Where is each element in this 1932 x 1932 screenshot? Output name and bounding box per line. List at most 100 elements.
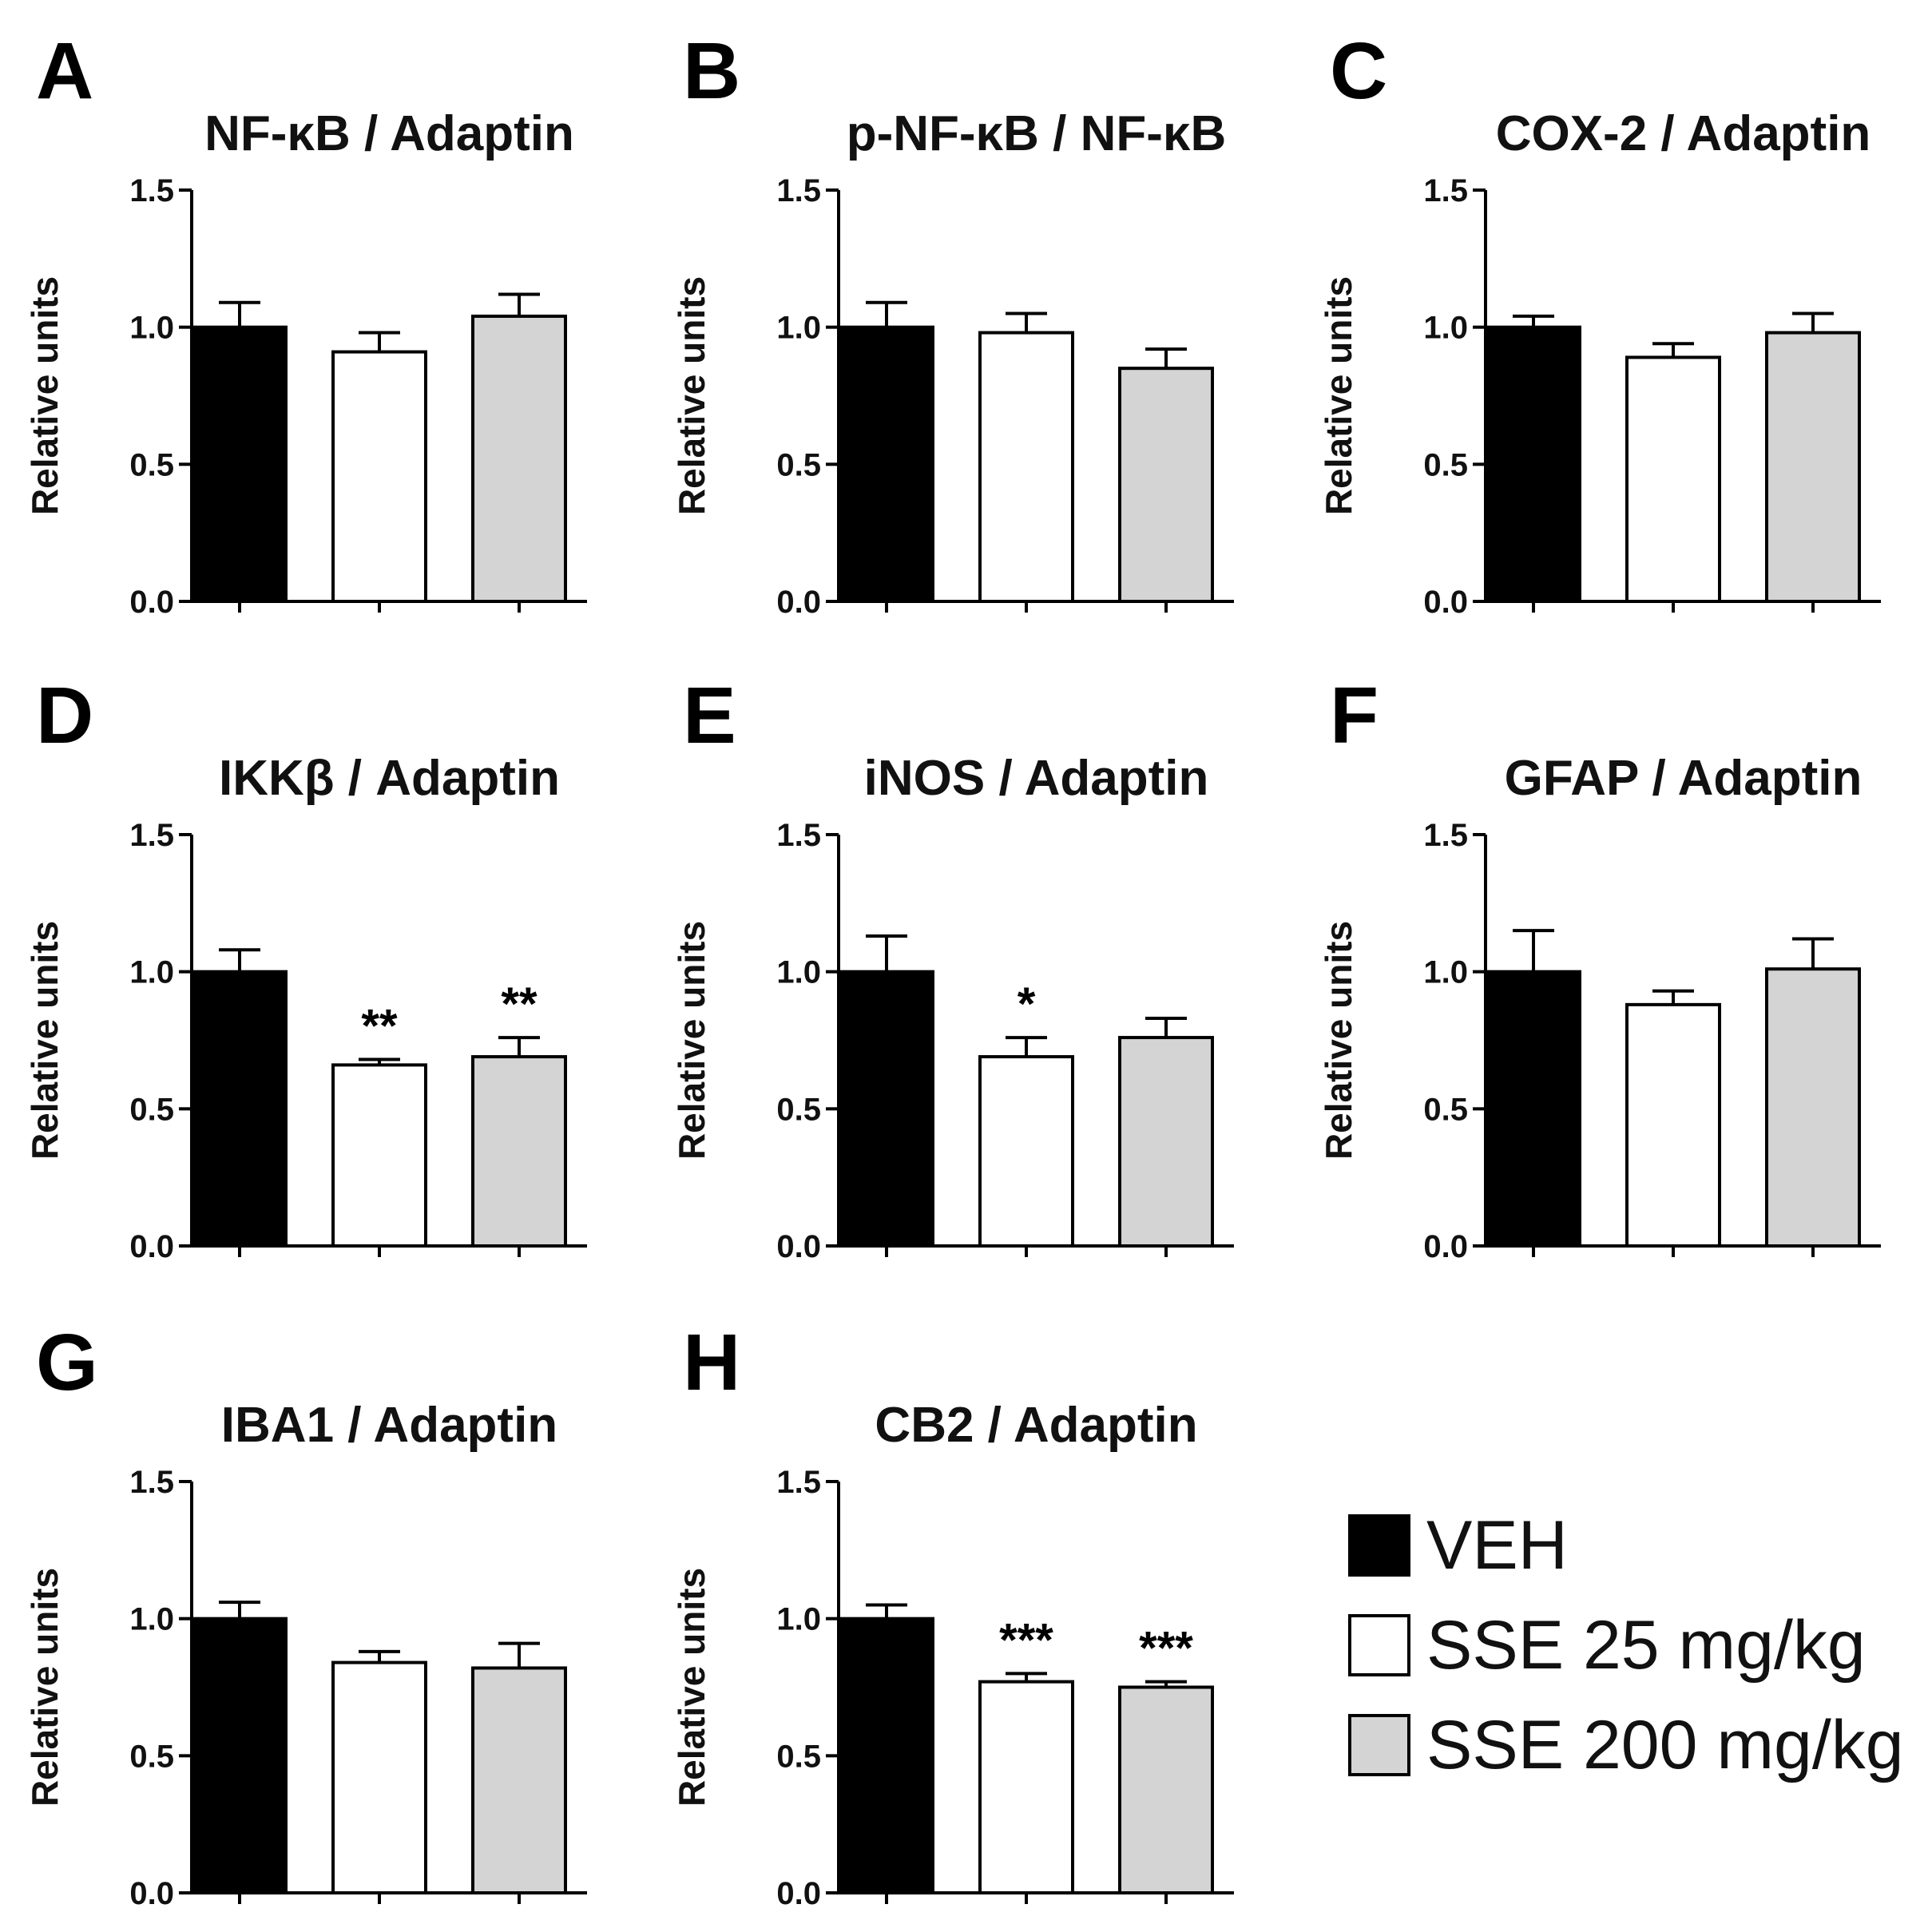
bar-f-sse-25-mg-kg (1625, 1002, 1721, 1248)
legend-item-sse-25: SSE 25 mg/kg (1348, 1607, 1866, 1684)
y-tick-label-c: 1.0 (1423, 311, 1468, 346)
y-tick-label-d: 1.0 (129, 955, 174, 990)
y-tick-label-e: 0.0 (776, 1229, 821, 1264)
bar-h-veh (839, 1617, 934, 1894)
chart-title-e: iNOS / Adaptin (864, 751, 1209, 806)
y-tick-label-a: 0.5 (129, 447, 174, 482)
y-tick-label-f: 1.0 (1423, 955, 1468, 990)
y-tick-label-d: 1.5 (129, 818, 174, 853)
panel-d: D IKKβ / Adaptin Relative units 0.0 0.5 1.0 1.… (24, 671, 587, 1264)
chart-title-f: GFAP / Adaptin (1505, 751, 1863, 806)
bar-g-veh (192, 1617, 288, 1894)
y-axis-label-a: Relative units (24, 276, 65, 515)
bar-f-veh (1486, 970, 1581, 1248)
legend-label-veh: VEH (1426, 1506, 1568, 1584)
significance-label-d: ** (361, 1001, 398, 1053)
bar-h-sse-25-mg-kg (978, 1680, 1074, 1894)
bar-a-veh (192, 325, 288, 603)
y-tick-label-e: 0.5 (776, 1092, 821, 1127)
y-tick-label-d: 0.5 (129, 1092, 174, 1127)
panel-h: H CB2 / Adaptin Relative units 0.0 0.5 1.0 1.5… (671, 1318, 1234, 1911)
panel-letter-a: A (36, 26, 93, 116)
bar-a-sse-25-mg-kg (331, 350, 427, 603)
chart-title-g: IBA1 / Adaptin (221, 1398, 557, 1453)
y-tick-label-g: 0.5 (129, 1739, 174, 1774)
panel-c: C COX-2 / Adaptin Relative units 0.0 0.5 1.0 1… (1318, 26, 1881, 620)
legend-swatch-sse-25 (1348, 1614, 1410, 1676)
chart-title-b: p-NF-κB / NF-κB (847, 106, 1226, 161)
y-tick-label-b: 1.0 (776, 311, 821, 346)
y-tick-label-a: 1.5 (129, 173, 174, 208)
y-tick-label-g: 0.0 (129, 1876, 174, 1911)
bar-a-sse-200-mg-kg (471, 314, 567, 603)
significance-label-h: *** (1139, 1623, 1193, 1675)
y-tick-label-h: 1.5 (776, 1465, 821, 1500)
y-tick-label-a: 1.0 (129, 311, 174, 346)
panel-letter-g: G (36, 1318, 98, 1407)
y-tick-label-h: 0.5 (776, 1739, 821, 1774)
panel-g: G IBA1 / Adaptin Relative units 0.0 0.5 1.0 1.… (24, 1318, 587, 1911)
legend-label-sse-200: SSE 200 mg/kg (1426, 1706, 1904, 1783)
panel-letter-b: B (683, 26, 740, 116)
bar-h-sse-200-mg-kg (1118, 1685, 1214, 1894)
panel-letter-f: F (1330, 671, 1379, 760)
legend-item-sse-200: SSE 200 mg/kg (1348, 1707, 1904, 1783)
y-tick-label-c: 0.0 (1423, 585, 1468, 620)
legend-swatch-sse-200 (1348, 1714, 1410, 1776)
significance-label-e: * (1018, 978, 1036, 1030)
y-tick-label-e: 1.0 (776, 955, 821, 990)
bar-b-veh (839, 325, 934, 603)
bar-b-sse-25-mg-kg (978, 331, 1074, 603)
chart-title-h: CB2 / Adaptin (875, 1398, 1197, 1453)
bar-e-veh (839, 970, 934, 1248)
bar-b-sse-200-mg-kg (1118, 367, 1214, 603)
bar-e-sse-25-mg-kg (978, 1055, 1074, 1248)
y-tick-label-g: 1.0 (129, 1602, 174, 1637)
chart-title-d: IKKβ / Adaptin (219, 751, 560, 806)
bar-g-sse-25-mg-kg (331, 1660, 427, 1895)
y-axis-label-d: Relative units (24, 921, 65, 1160)
y-tick-label-f: 0.5 (1423, 1092, 1468, 1127)
bar-c-sse-25-mg-kg (1625, 355, 1721, 603)
significance-label-h: *** (999, 1614, 1053, 1666)
y-tick-label-d: 0.0 (129, 1229, 174, 1264)
y-tick-label-c: 1.5 (1423, 173, 1468, 208)
bar-d-sse-25-mg-kg (331, 1063, 427, 1248)
bar-c-veh (1486, 325, 1581, 603)
y-tick-label-h: 0.0 (776, 1876, 821, 1911)
panel-letter-d: D (36, 671, 93, 760)
bar-d-sse-200-mg-kg (471, 1055, 567, 1248)
panel-f: F GFAP / Adaptin Relative units 0.0 0.5 1.0 1.… (1318, 671, 1881, 1264)
chart-title-c: COX-2 / Adaptin (1496, 106, 1871, 161)
y-tick-label-b: 1.5 (776, 173, 821, 208)
y-tick-label-e: 1.5 (776, 818, 821, 853)
legend-label-sse-25: SSE 25 mg/kg (1426, 1606, 1866, 1684)
bar-e-sse-200-mg-kg (1118, 1036, 1214, 1248)
panel-letter-h: H (683, 1318, 740, 1407)
bar-c-sse-200-mg-kg (1765, 331, 1861, 603)
y-tick-label-b: 0.5 (776, 447, 821, 482)
y-axis-label-e: Relative units (671, 921, 712, 1160)
y-tick-label-f: 1.5 (1423, 818, 1468, 853)
legend: VEH SSE 25 mg/kg SSE 200 mg/kg (1348, 1507, 1923, 1783)
significance-label-d: ** (501, 978, 538, 1030)
y-axis-label-f: Relative units (1318, 921, 1359, 1160)
panel-letter-c: C (1330, 26, 1387, 116)
y-axis-label-b: Relative units (671, 276, 712, 515)
y-axis-label-h: Relative units (671, 1568, 712, 1807)
y-tick-label-f: 0.0 (1423, 1229, 1468, 1264)
bar-d-veh (192, 970, 288, 1248)
y-axis-label-c: Relative units (1318, 276, 1359, 515)
y-tick-label-g: 1.5 (129, 1465, 174, 1500)
panel-b: Bp-NF-κB / NF-κB Relative units 0.0 0.5 1.0 1… (671, 26, 1234, 620)
legend-swatch-veh (1348, 1514, 1410, 1577)
bar-f-sse-200-mg-kg (1765, 967, 1861, 1248)
bar-g-sse-200-mg-kg (471, 1666, 567, 1894)
y-tick-label-b: 0.0 (776, 585, 821, 620)
chart-title-a: NF-κB / Adaptin (204, 106, 574, 161)
y-tick-label-a: 0.0 (129, 585, 174, 620)
legend-item-veh: VEH (1348, 1507, 1568, 1584)
panel-letter-e: E (683, 671, 736, 760)
